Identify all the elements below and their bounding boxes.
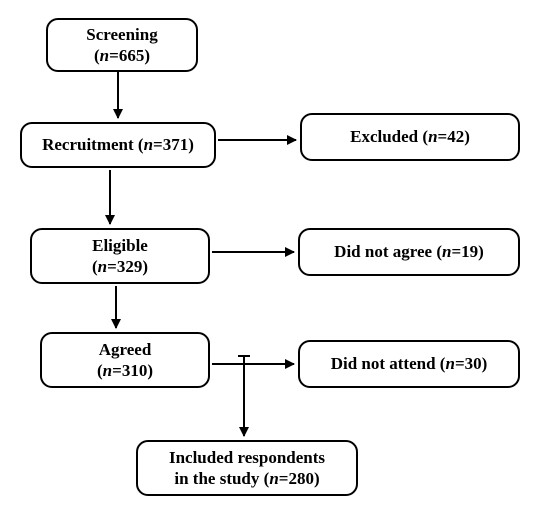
node-agreed: Agreed (n=310) [40,332,210,388]
node-excluded: Excluded (n=42) [300,113,520,161]
node-eligible: Eligible (n=329) [30,228,210,284]
node-screening: Screening (n=665) [46,18,198,72]
not-agree-label: Did not agree (n=19) [334,241,484,262]
screening-label: Screening [86,24,157,45]
node-not-agree: Did not agree (n=19) [298,228,520,276]
included-label-1: Included respondents [169,447,325,468]
screening-n: (n=665) [94,45,150,66]
recruitment-label: Recruitment (n=371) [42,134,194,155]
included-label-2: in the study (n=280) [174,468,319,489]
eligible-label: Eligible [92,235,148,256]
node-included: Included respondents in the study (n=280… [136,440,358,496]
node-not-attend: Did not attend (n=30) [298,340,520,388]
agreed-n: (n=310) [97,360,153,381]
excluded-label: Excluded (n=42) [350,126,470,147]
not-attend-label: Did not attend (n=30) [331,353,488,374]
eligible-n: (n=329) [92,256,148,277]
node-recruitment: Recruitment (n=371) [20,122,216,168]
agreed-label: Agreed [99,339,152,360]
